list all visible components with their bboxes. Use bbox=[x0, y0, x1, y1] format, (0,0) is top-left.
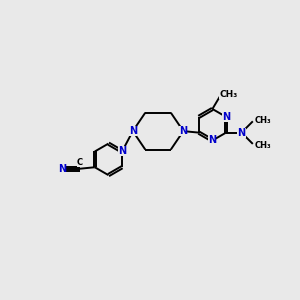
Text: N: N bbox=[118, 146, 126, 157]
Text: CH₃: CH₃ bbox=[219, 90, 237, 99]
Text: N: N bbox=[222, 112, 230, 122]
Text: CH₃: CH₃ bbox=[255, 141, 272, 150]
Text: CH₃: CH₃ bbox=[255, 116, 272, 124]
Text: N: N bbox=[58, 164, 66, 174]
Text: N: N bbox=[179, 126, 188, 136]
Text: N: N bbox=[208, 136, 217, 146]
Text: C: C bbox=[77, 158, 83, 167]
Text: N: N bbox=[238, 128, 246, 138]
Text: N: N bbox=[129, 126, 137, 136]
